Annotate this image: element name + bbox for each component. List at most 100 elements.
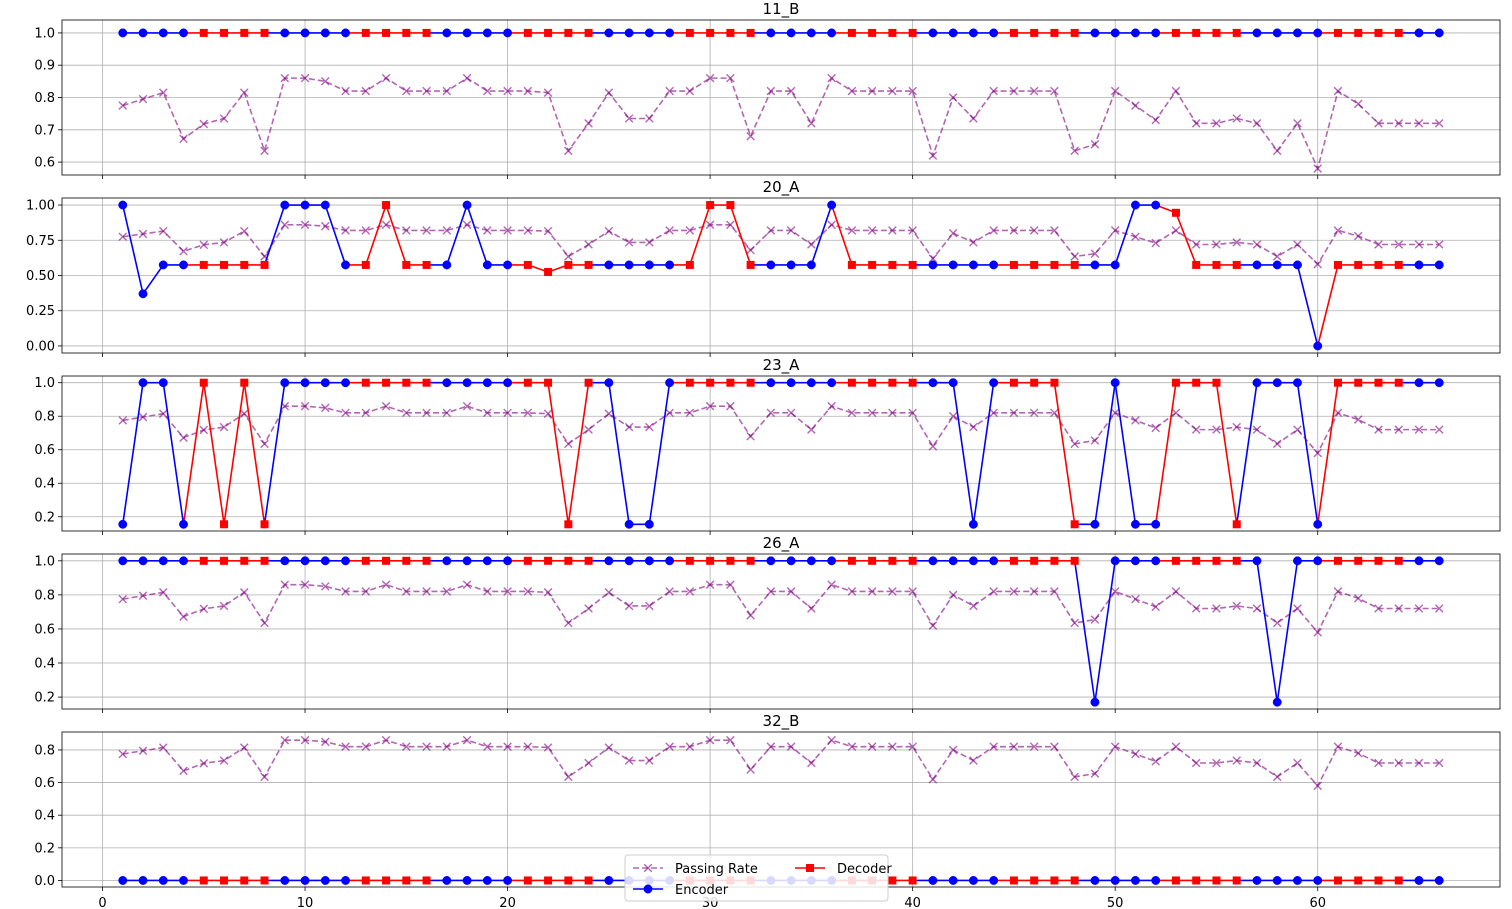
decoder-segment (1154, 382, 1177, 525)
decoder-point (220, 260, 229, 269)
axes-frame (61, 197, 1501, 354)
decoder-point (1070, 876, 1079, 885)
decoder-point (260, 520, 269, 529)
passing-rate-point (361, 226, 371, 235)
passing-rate-point (645, 114, 654, 123)
encoder-point (179, 876, 188, 885)
passing-rate-point (503, 587, 512, 596)
encoder-point (482, 876, 492, 885)
passing-rate-point (442, 86, 452, 96)
passing-rate-point (1293, 119, 1302, 128)
passing-rate-point (604, 409, 614, 418)
passing-rate-point (969, 422, 978, 432)
passing-rate-point (422, 587, 431, 596)
decoder-point (382, 556, 391, 565)
passing-rate-point (179, 134, 188, 144)
decoder-point (220, 28, 229, 37)
decoder-point (402, 260, 411, 269)
passing-rate-point (604, 226, 614, 236)
encoder-point (1110, 260, 1120, 270)
passing-rate-point (1272, 439, 1282, 449)
encoder-point (806, 28, 816, 38)
decoder-point (726, 28, 735, 37)
passing-rate-point (402, 742, 411, 751)
passing-rate-point (1374, 758, 1383, 768)
decoder-point (847, 260, 856, 269)
passing-rate-point (1252, 604, 1262, 613)
y-tick-label: 0.2 (34, 691, 55, 706)
passing-rate-point (1414, 119, 1424, 128)
decoder-point (523, 28, 532, 37)
x-tick-label: 10 (297, 896, 314, 909)
passing-rate-point (503, 86, 512, 96)
passing-rate-point (442, 226, 452, 235)
passing-rate-point (1232, 114, 1241, 123)
decoder-point (1333, 876, 1342, 885)
passing-rate-point (726, 73, 735, 83)
encoder-segment (1296, 264, 1319, 347)
passing-rate-point (1110, 226, 1120, 235)
decoder-point (1354, 876, 1363, 885)
decoder-point (1394, 556, 1403, 565)
passing-rate-point (1232, 422, 1241, 432)
passing-rate-point (300, 220, 310, 230)
encoder-point (786, 556, 796, 566)
encoder-point (118, 200, 128, 210)
encoder-point (928, 556, 938, 566)
passing-rate-point (1110, 587, 1120, 596)
encoder-point (341, 260, 350, 270)
encoder-point (1272, 876, 1282, 885)
passing-rate-point (1394, 240, 1404, 249)
encoder-point (766, 556, 776, 566)
passing-rate-point (969, 756, 978, 765)
decoder-point (908, 378, 917, 387)
y-tick-label: 1.0 (34, 554, 55, 569)
decoder-point (361, 876, 370, 885)
passing-rate-line (122, 76, 1440, 171)
passing-rate-point (827, 220, 836, 230)
passing-rate-point (1353, 593, 1363, 603)
decoder-point (260, 556, 269, 565)
passing-rate-point (665, 587, 674, 596)
passing-rate-point (584, 425, 593, 434)
passing-rate-point (503, 742, 512, 751)
passing-rate-point (1090, 140, 1100, 149)
passing-rate-point (543, 409, 553, 418)
passing-rate-point (321, 77, 330, 86)
passing-rate-point (543, 743, 553, 752)
encoder-point (665, 556, 675, 566)
decoder-point (382, 378, 391, 387)
decoder-segment (385, 204, 408, 266)
encoder-point (665, 28, 675, 38)
decoder-point (240, 260, 249, 269)
passing-rate-point (462, 580, 472, 589)
passing-rate-point (807, 604, 816, 613)
passing-rate-point (280, 220, 290, 230)
encoder-point (341, 556, 350, 566)
y-tick-label: 1.00 (26, 199, 55, 214)
decoder-point (888, 260, 897, 269)
passing-rate-point (867, 408, 877, 418)
decoder-point (746, 28, 755, 37)
encoder-point (179, 28, 188, 38)
encoder-point (1110, 876, 1120, 885)
passing-rate-point (604, 743, 614, 752)
encoder-point (1130, 519, 1140, 529)
encoder-point (989, 378, 999, 388)
decoder-point (1354, 28, 1363, 37)
decoder-point (1333, 378, 1342, 387)
decoder-point (706, 201, 715, 210)
passing-rate-point (1151, 115, 1160, 125)
encoder-point (341, 28, 350, 38)
decoder-segment (830, 204, 853, 266)
encoder-segment (1073, 560, 1096, 703)
decoder-point (868, 260, 877, 269)
y-tick-label: 0.8 (34, 91, 55, 106)
decoder-point (564, 28, 573, 37)
passing-rate-point (786, 587, 796, 596)
encoder-point (1414, 876, 1424, 885)
passing-rate-point (685, 86, 695, 96)
passing-rate-point (1191, 119, 1201, 128)
y-tick-label: 0.6 (34, 776, 55, 791)
passing-rate-point (1110, 86, 1120, 96)
